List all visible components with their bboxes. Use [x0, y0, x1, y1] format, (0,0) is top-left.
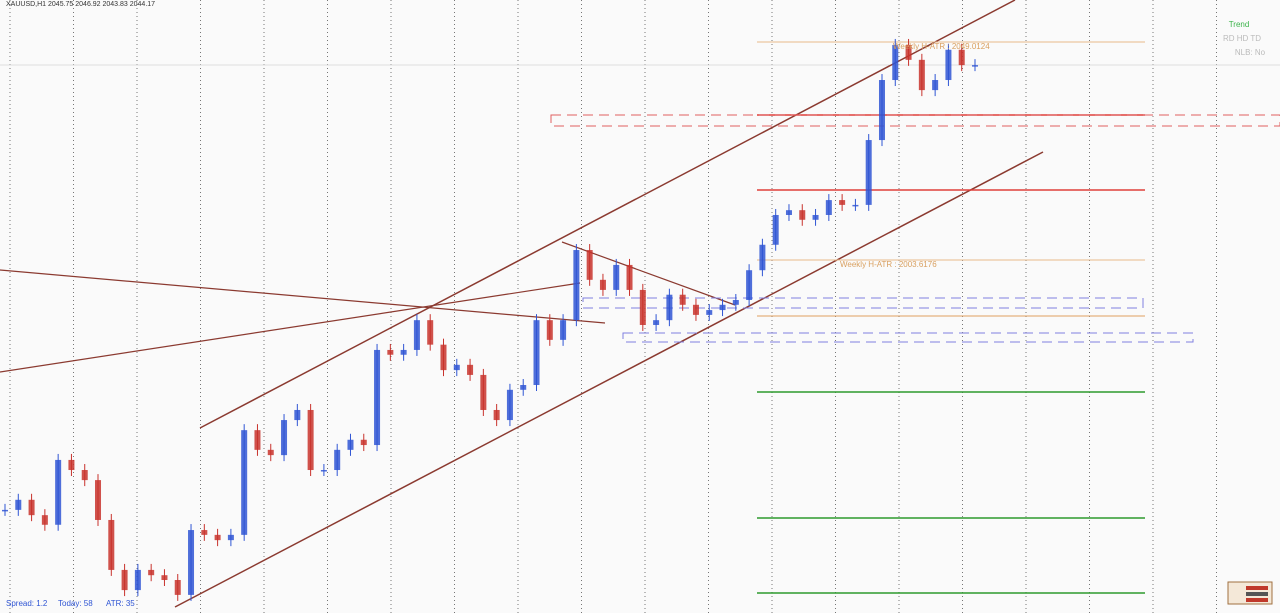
candle-body: [95, 480, 102, 520]
status-spread: Spread: 1.2: [6, 599, 48, 608]
zone: [550, 114, 1280, 127]
candle-body: [825, 200, 832, 215]
candle-body: [28, 499, 35, 516]
candle-body: [68, 459, 75, 471]
candle-body: [174, 580, 181, 595]
candle-body: [108, 519, 115, 570]
zone: [622, 332, 1194, 343]
candle-body: [374, 349, 381, 446]
trend-line: [0, 269, 606, 324]
candle-body: [41, 515, 48, 525]
candle-body: [2, 509, 8, 512]
candle-body: [254, 430, 261, 450]
candle-body: [201, 530, 208, 535]
candle-body: [679, 294, 686, 305]
candle-body: [932, 80, 939, 91]
candle-body: [706, 310, 713, 315]
candle-body: [533, 320, 540, 386]
trend-line: [0, 282, 581, 373]
candle-body: [639, 289, 646, 325]
candle-body: [945, 49, 952, 81]
candle-body: [467, 364, 474, 375]
candle-body: [227, 534, 234, 541]
candle-body: [839, 200, 846, 205]
candle-body: [134, 569, 141, 591]
panel-row: NLB: No: [1235, 48, 1266, 57]
candle-body: [865, 140, 872, 205]
candle-body: [480, 374, 487, 410]
candle-body: [613, 264, 620, 290]
candle-body: [732, 299, 739, 305]
symbol-header: XAUUSD,H1 2045.75 2046.92 2043.83 2044.1…: [6, 1, 155, 8]
candle-body: [188, 530, 195, 595]
candle-body: [493, 409, 500, 421]
candle-body: [759, 244, 766, 271]
candle-body: [905, 44, 912, 60]
candle-body: [812, 214, 819, 220]
candle-body: [121, 569, 128, 591]
candle-body: [161, 575, 168, 581]
candle-body: [972, 65, 978, 67]
candle-body: [387, 349, 394, 355]
channel-lower: [174, 151, 1044, 608]
candle-body: [719, 304, 726, 311]
candle-body: [360, 439, 367, 446]
level-label: Weekly H-ATR : 2049.0124: [893, 42, 990, 51]
level-label: Weekly H-ATR : 2003.6176: [840, 260, 937, 269]
candle-body: [440, 344, 447, 371]
candle-body: [599, 279, 606, 290]
candle-body: [81, 470, 88, 481]
toolbar-icon[interactable]: [1227, 581, 1273, 605]
candle-body: [453, 364, 460, 371]
candle-body: [666, 294, 673, 321]
candle-body: [413, 320, 420, 350]
candle-body: [294, 409, 301, 421]
candle-body: [878, 80, 885, 141]
candle-body: [772, 214, 779, 245]
candle-body: [852, 204, 859, 207]
candle-body: [427, 320, 434, 345]
candle-body: [241, 430, 248, 535]
candle-body: [267, 449, 274, 456]
candle-body: [918, 59, 925, 91]
candle-body: [15, 499, 22, 510]
candle-body: [746, 270, 753, 300]
candle-body: [653, 320, 660, 325]
candle-body: [520, 385, 527, 390]
candle-body: [320, 470, 327, 472]
candle-body: [400, 349, 407, 355]
status-atr: ATR: 35: [106, 599, 135, 608]
panel-title: Trend: [1229, 20, 1250, 29]
candle-body: [586, 250, 593, 280]
candle-body: [307, 409, 314, 471]
candle-body: [692, 304, 699, 315]
candles: [2, 38, 978, 601]
candle-body: [958, 49, 965, 66]
candle-body: [334, 449, 341, 471]
zone: [582, 297, 1144, 309]
candle-body: [799, 210, 806, 220]
candle-body: [560, 320, 567, 340]
panel-row: RD HD TD: [1223, 34, 1261, 43]
candle-body: [892, 44, 899, 81]
candle-body: [573, 250, 580, 321]
candle-body: [546, 320, 553, 340]
candle-body: [148, 569, 155, 576]
candle-body: [214, 534, 221, 541]
candle-body: [626, 264, 633, 290]
candle-body: [347, 439, 354, 450]
candle-body: [785, 210, 792, 215]
channel-upper: [199, 0, 1016, 429]
candle-body: [55, 459, 62, 525]
status-today: Today: 58: [58, 599, 93, 608]
candle-body: [506, 389, 513, 421]
candle-body: [281, 420, 288, 456]
